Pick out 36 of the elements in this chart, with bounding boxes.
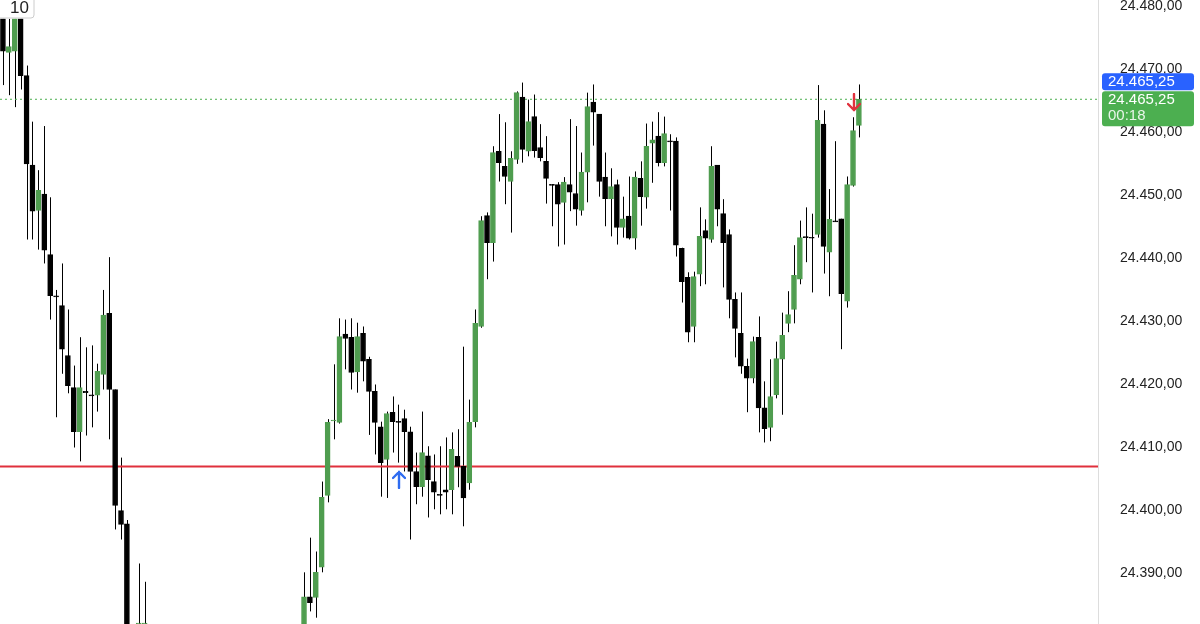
candlestick xyxy=(549,183,555,227)
candlestick xyxy=(495,113,502,183)
ref-line-label: 24.465,25 xyxy=(1108,90,1175,108)
y-tick-label: 24.420,00 xyxy=(1120,375,1183,392)
y-tick-label: 24.450,00 xyxy=(1120,186,1183,203)
candlestick xyxy=(785,290,791,333)
y-tick-label: 24.460,00 xyxy=(1120,123,1183,140)
candlestick xyxy=(625,175,632,241)
y-tick-label: 24.410,00 xyxy=(1120,438,1183,455)
candlestick xyxy=(743,358,750,413)
candlestick xyxy=(312,551,319,619)
candlestick xyxy=(779,312,786,416)
candlestick xyxy=(425,445,431,518)
candlestick xyxy=(307,537,313,612)
annotation: 10 xyxy=(10,0,29,17)
y-tick-label: 24.390,00 xyxy=(1120,564,1183,581)
candlestick xyxy=(53,289,59,418)
candlestick xyxy=(88,344,95,428)
candlestick xyxy=(566,118,573,212)
candlestick xyxy=(118,457,124,541)
y-tick-label: 24.440,00 xyxy=(1120,249,1183,266)
y-tick-label: 24.480,00 xyxy=(1120,0,1183,14)
candlestick xyxy=(413,452,420,505)
candlestick xyxy=(590,83,597,147)
candlestick xyxy=(667,133,673,212)
candlestick xyxy=(555,181,561,247)
y-tick-label: 24.400,00 xyxy=(1120,501,1183,518)
candlestick xyxy=(431,453,437,510)
text: 00:18 xyxy=(1108,106,1146,124)
candlestick xyxy=(608,167,614,237)
candlestick xyxy=(702,218,709,285)
y-tick-label: 24.430,00 xyxy=(1120,312,1183,329)
candlestick xyxy=(501,121,508,205)
candlestick xyxy=(442,436,449,510)
candlestick xyxy=(543,135,549,205)
candlestick xyxy=(141,581,148,624)
